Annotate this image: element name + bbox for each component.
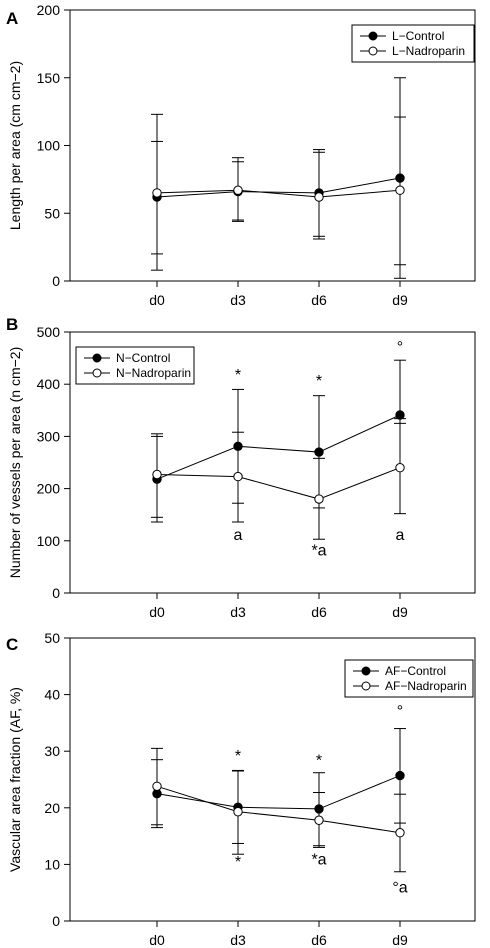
plot-frame [69,637,476,922]
series-line [156,414,401,480]
y-tick-label: 50 [44,205,60,221]
x-tick-label: d6 [311,932,327,948]
data-point [152,469,162,480]
series-line [156,177,401,198]
legend-marker [92,353,102,363]
data-point [395,410,405,420]
legend-label: AF−Control [385,664,446,678]
legend-label: L−Nadroparin [392,44,465,58]
data-point [395,463,405,473]
significance-annotation: °a [392,880,407,897]
y-tick-label: 20 [44,800,60,816]
data-point [314,447,324,457]
significance-annotation: *a [311,851,326,868]
data-point [314,815,324,825]
series-nadroparin [151,747,406,873]
significance-annotation: * [316,373,322,390]
y-tick-label: 200 [37,481,61,497]
significance-annotation: * [235,367,241,384]
data-point [395,828,405,838]
data-point [152,188,162,198]
y-tick-label: 500 [37,324,61,340]
y-tick-label: 300 [37,428,61,444]
legend-label: N−Nadroparin [116,366,191,380]
series-control [151,77,406,279]
data-point [395,770,405,781]
significance-annotation: a [234,527,243,544]
y-tick-label: 100 [37,138,61,154]
y-tick-label: 100 [37,533,61,549]
y-tick-label: 0 [52,273,60,289]
legend-label: L−Control [392,29,444,43]
y-tick-label: 200 [37,2,61,18]
legend-box [75,346,195,385]
y-tick-label: 0 [52,913,60,929]
data-point [152,781,162,791]
y-tick-label: 50 [44,630,60,646]
chart-panel-b: 0 100 200 300 400 500 d0 d3 d6 d9 B Number of vesse… [6,315,476,620]
significance-annotation: ° [397,339,403,356]
significance-annotation: * [235,748,241,765]
legend-box [344,659,474,698]
y-axis-label: Length per area (cm cm−2) [7,61,23,230]
series-line [156,189,401,198]
legend-marker [368,31,378,41]
x-tick-label: d9 [392,932,408,948]
plot-frame [69,331,476,594]
y-axis-label: Vascular area fraction (AF, %) [7,687,23,872]
legend-marker [361,666,371,676]
y-tick-label: 10 [44,856,60,872]
significance-annotation: * [235,854,241,871]
series-line [156,467,401,500]
series-line [156,775,401,810]
panel-label: C [6,635,18,654]
chart-panel-c: 0 10 20 30 40 50 d0 d3 d6 d9 C Vascular area fracti… [6,630,476,948]
chart-panel-a: 0 50 100 150 200 d0 d3 d6 d9 A Length per area (cm… [6,2,476,308]
x-tick-label: d3 [230,292,246,308]
series-nadroparin [151,113,406,271]
x-tick-label: d0 [149,604,165,620]
series-nadroparin [151,418,406,540]
legend-marker [361,681,371,691]
series-line [156,785,401,834]
y-tick-label: 30 [44,743,60,759]
legend-label: N−Control [116,351,170,365]
x-tick-label: d9 [392,604,408,620]
x-tick-label: d0 [149,292,165,308]
panel-label: A [6,9,18,28]
data-point [395,185,405,195]
significance-annotation: a [396,527,405,544]
legend-label: AF−Nadroparin [385,679,467,693]
x-tick-label: d6 [311,604,327,620]
significance-annotation: *a [311,542,326,559]
panel-label: B [6,315,18,334]
y-tick-label: 150 [37,70,61,86]
data-point [233,471,243,482]
x-tick-label: d3 [230,932,246,948]
y-tick-label: 40 [44,687,60,703]
significance-annotation: ° [397,703,403,720]
data-point [314,494,324,504]
y-tick-label: 0 [52,585,60,601]
data-point [233,185,243,195]
x-tick-label: d0 [149,932,165,948]
legend-marker [368,46,378,56]
x-tick-label: d3 [230,604,246,620]
data-point [314,192,324,202]
legend-marker [92,368,102,378]
legend-box [351,24,475,63]
data-point [233,807,243,817]
y-axis-label: Number of vessels per area (n cm−2) [7,347,23,578]
x-tick-label: d6 [311,292,327,308]
y-tick-label: 400 [37,376,61,392]
x-tick-label: d9 [392,292,408,308]
significance-annotation: * [316,752,322,769]
